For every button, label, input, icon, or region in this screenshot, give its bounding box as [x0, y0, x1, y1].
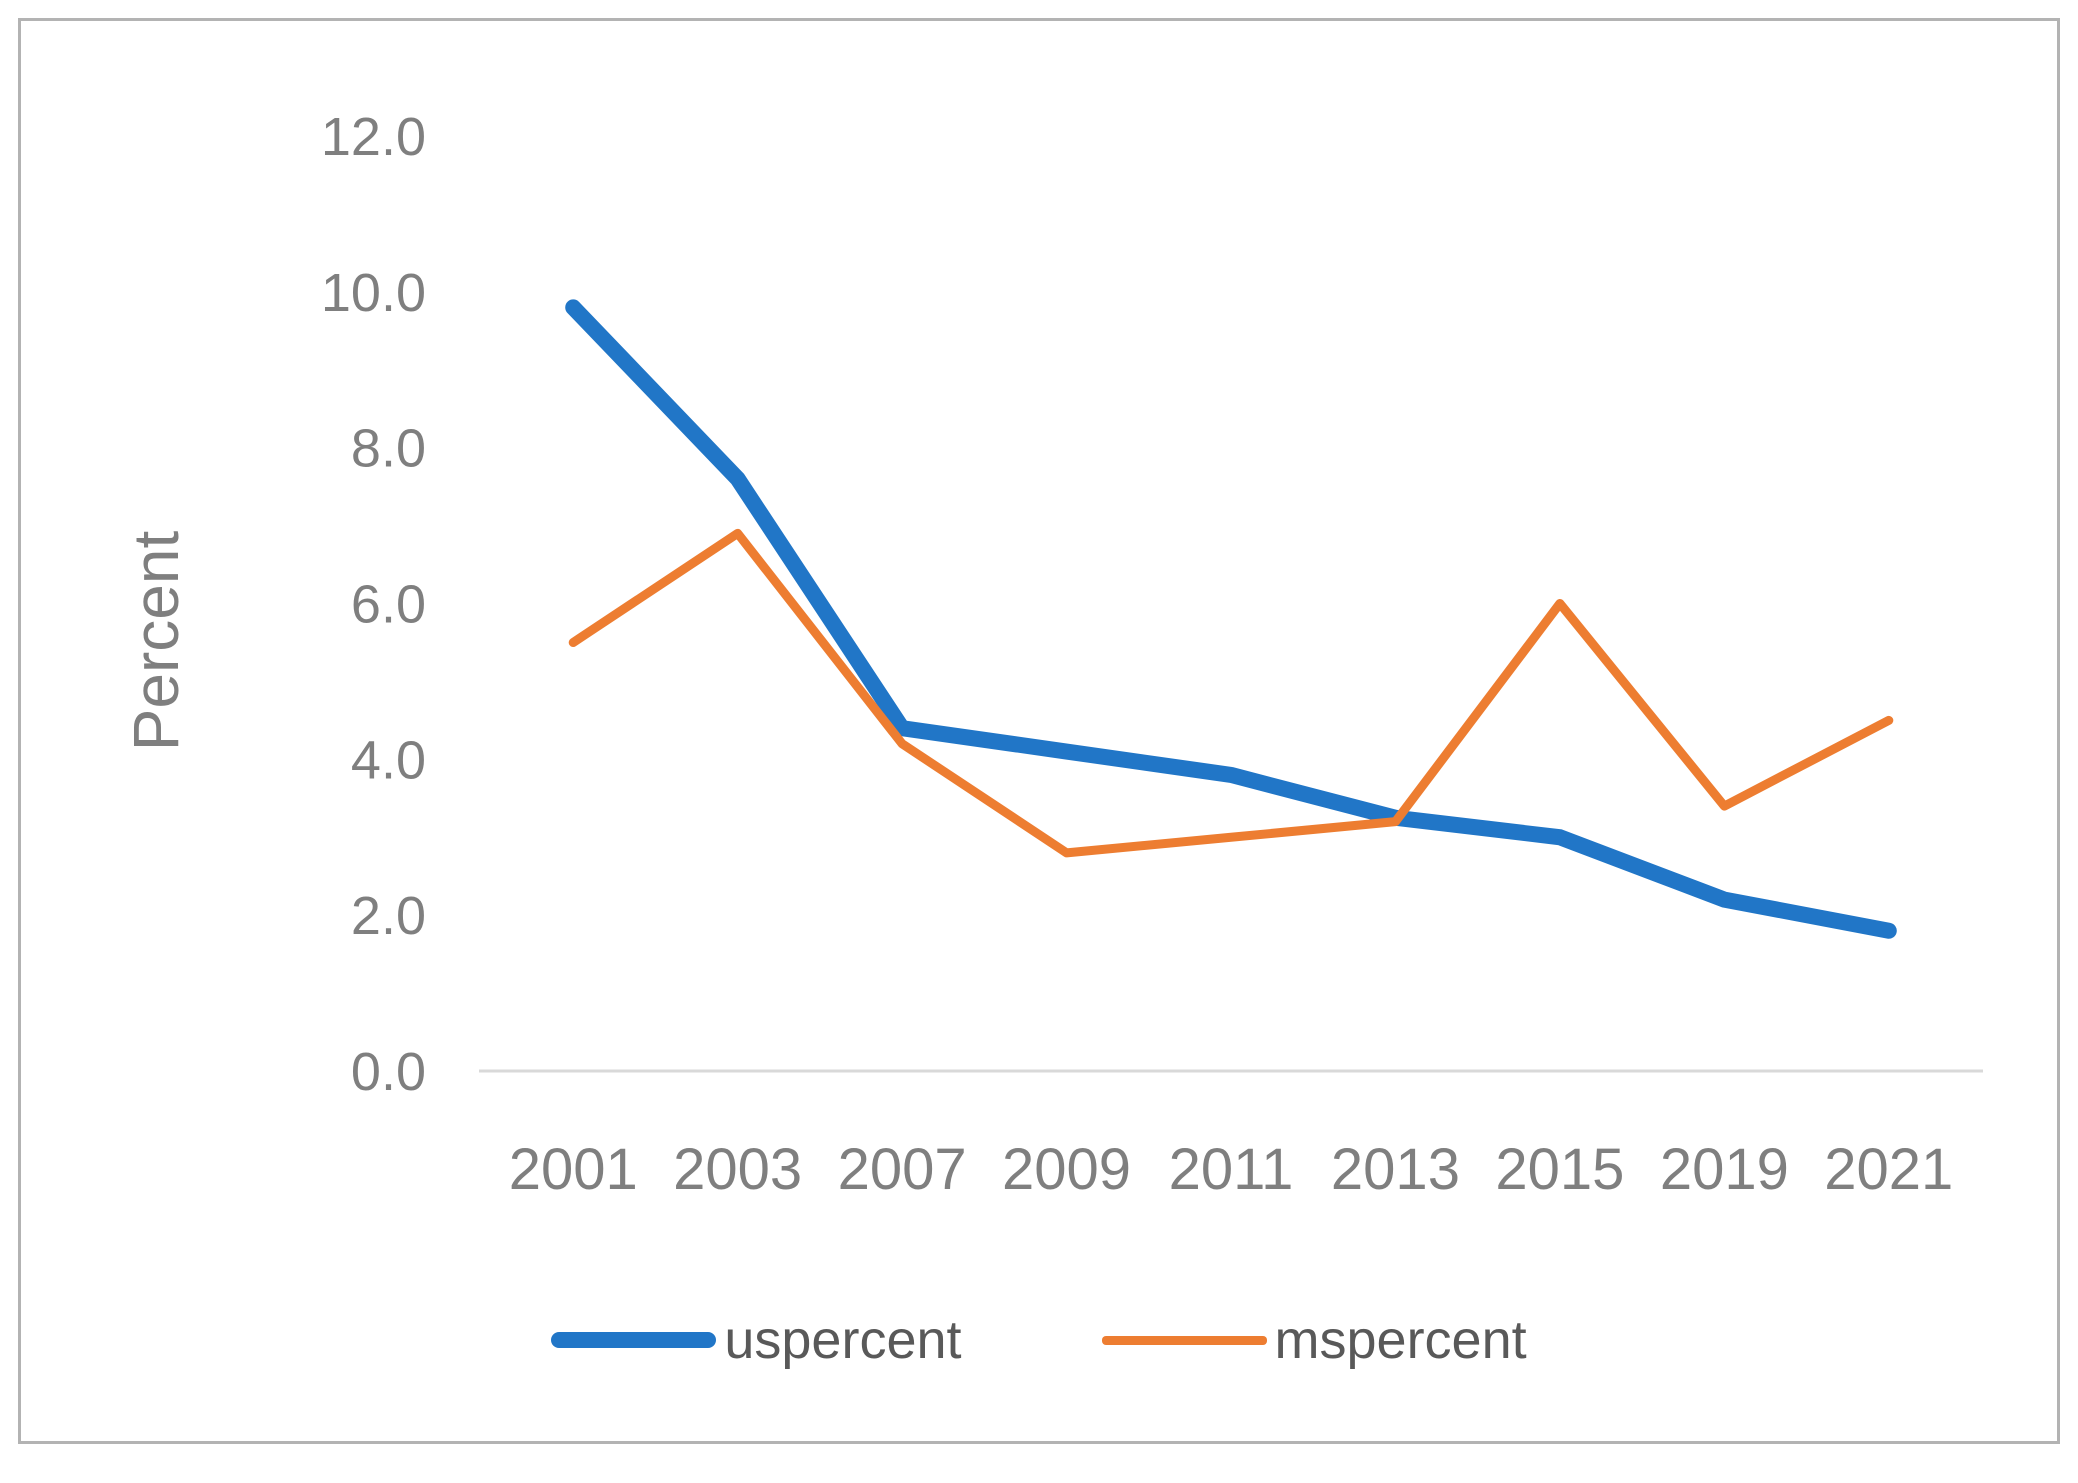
y-axis-title: Percent	[119, 531, 193, 752]
legend-swatch-mspercent	[1102, 1336, 1267, 1345]
y-tick-label: 0.0	[351, 1042, 426, 1102]
x-tick-label: 2013	[1331, 1137, 1460, 1202]
line-chart: 0.0 2.0 4.0 6.0 8.0 10.0 12.0 2001 2003 2007 2009 2…	[21, 21, 2078, 1483]
y-tick-label: 12.0	[321, 107, 426, 167]
x-tick-label: 2009	[1002, 1137, 1131, 1202]
legend-item-uspercent: uspercent	[551, 1309, 961, 1371]
y-tick-label: 4.0	[351, 730, 426, 790]
y-tick-label: 10.0	[321, 263, 426, 323]
x-tick-label: 2021	[1824, 1137, 1953, 1202]
x-tick-label: 2007	[838, 1137, 967, 1202]
legend: uspercent mspercent	[21, 1309, 2057, 1371]
legend-item-mspercent: mspercent	[1102, 1309, 1527, 1371]
chart-frame: 0.0 2.0 4.0 6.0 8.0 10.0 12.0 2001 2003 2007 2009 2…	[18, 18, 2060, 1444]
x-tick-label: 2003	[673, 1137, 802, 1202]
x-tick-label: 2011	[1169, 1137, 1294, 1202]
x-tick-label: 2019	[1660, 1137, 1789, 1202]
x-tick-label: 2015	[1495, 1137, 1624, 1202]
x-tick-label: 2001	[509, 1137, 638, 1202]
y-tick-label: 2.0	[351, 886, 426, 946]
legend-label-mspercent: mspercent	[1275, 1309, 1527, 1371]
y-tick-label: 6.0	[351, 575, 426, 635]
y-tick-label: 8.0	[351, 419, 426, 479]
legend-swatch-uspercent	[551, 1332, 716, 1348]
legend-label-uspercent: uspercent	[724, 1309, 961, 1371]
series-line-mspercent	[573, 533, 1889, 852]
